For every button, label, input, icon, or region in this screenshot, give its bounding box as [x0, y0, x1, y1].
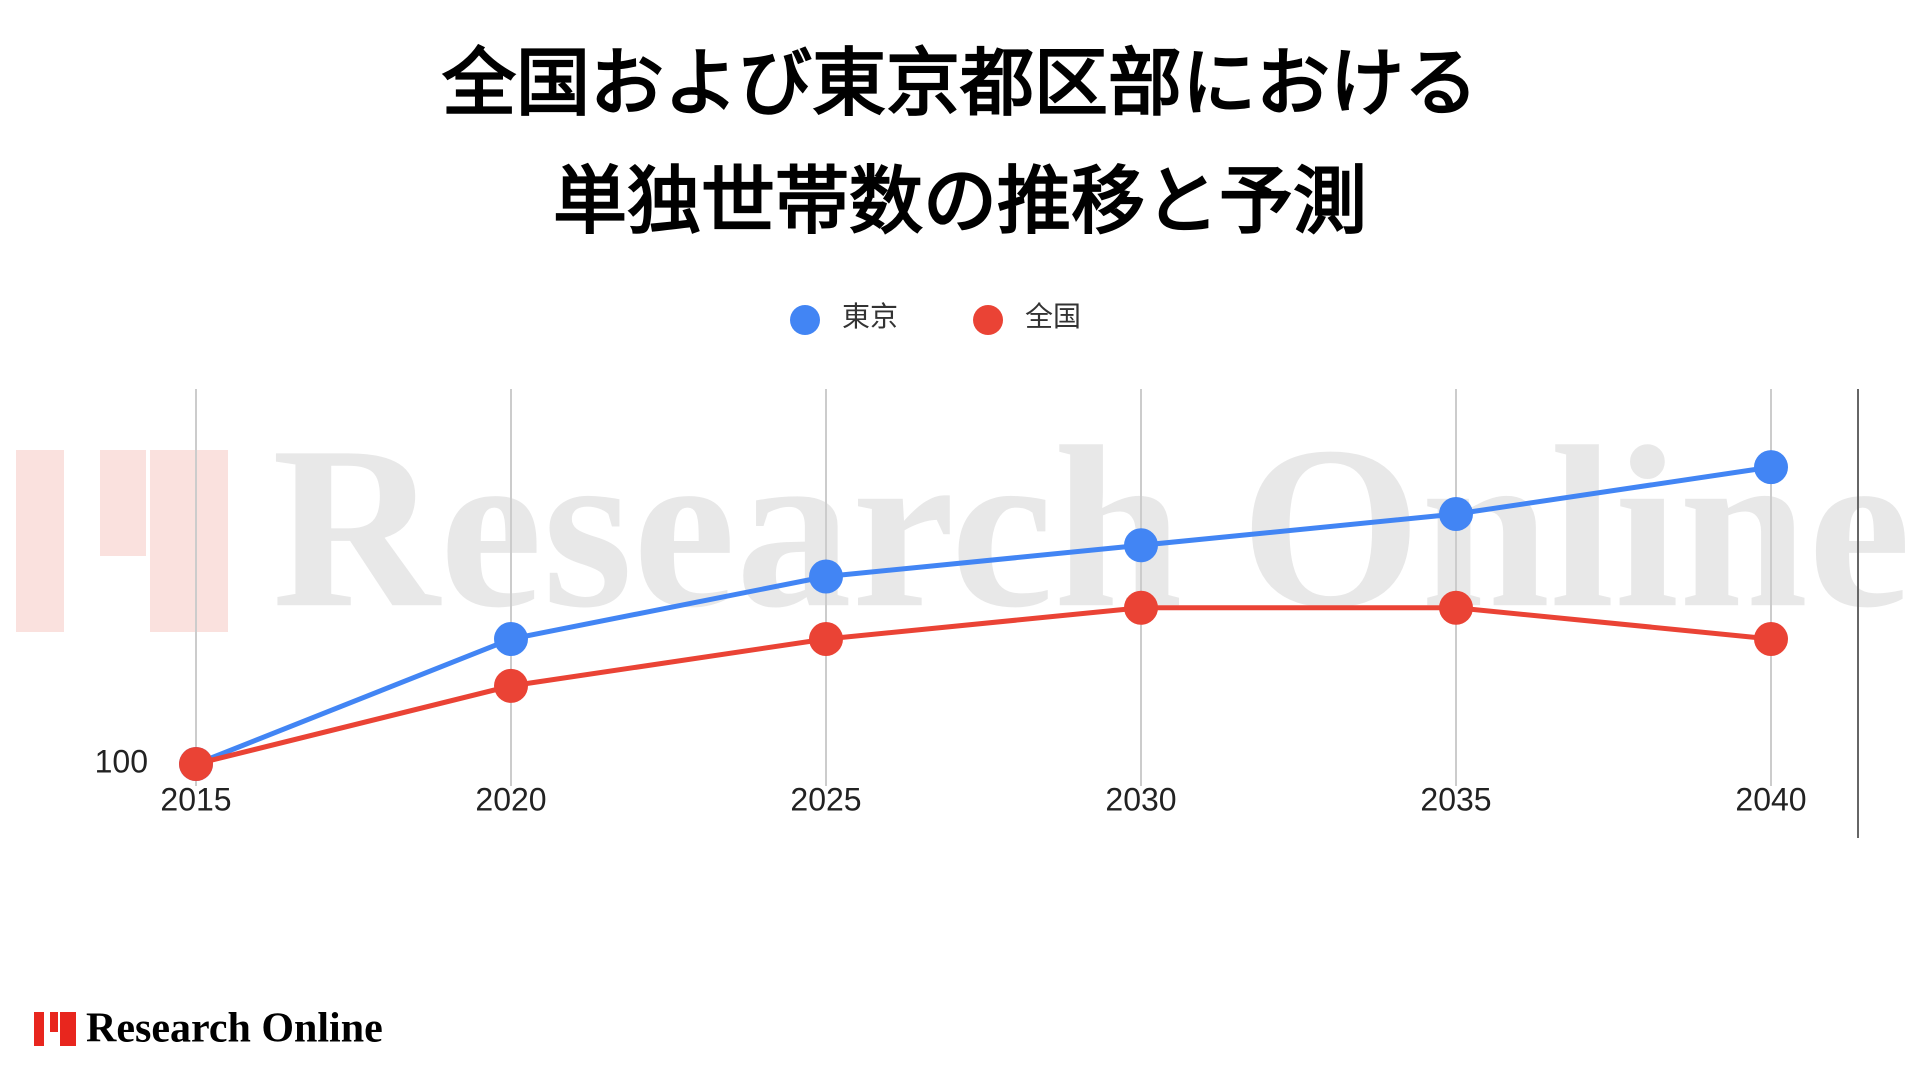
- logo: [34, 1012, 44, 1046]
- data-point: [494, 668, 528, 703]
- watermark: Research Online: [16, 399, 1911, 656]
- x-tick-label: 2040: [1735, 781, 1806, 817]
- watermark-logo: [100, 450, 146, 556]
- chart-title: 単独世帯数の推移と予測: [553, 159, 1367, 245]
- watermark-logo: [150, 450, 228, 632]
- legend-label: 全国: [1025, 300, 1081, 333]
- data-point: [494, 622, 528, 656]
- legend-marker: [790, 305, 820, 335]
- x-tick-label: 2025: [790, 781, 861, 817]
- legend-label: 東京: [842, 300, 898, 333]
- data-point: [809, 622, 843, 656]
- logo: [60, 1012, 76, 1046]
- watermark-text: Research Online: [272, 399, 1911, 656]
- footer-brand: Research Online: [86, 1006, 383, 1052]
- series-line: [195, 464, 1772, 767]
- data-point: [1124, 590, 1158, 625]
- logo: [50, 1012, 58, 1032]
- y-tick-label: 100: [95, 743, 148, 779]
- data-point: [1439, 497, 1473, 531]
- data-point: [1124, 528, 1158, 563]
- data-point: [809, 559, 843, 594]
- footer: Research Online: [34, 1006, 383, 1052]
- data-point: [179, 747, 213, 781]
- data-point: [1439, 590, 1473, 625]
- x-tick-label: 2015: [160, 781, 231, 817]
- x-tick-label: 2030: [1105, 781, 1176, 817]
- data-point: [1754, 622, 1788, 656]
- x-tick-label: 2035: [1420, 781, 1491, 817]
- data-point: [1754, 450, 1788, 485]
- chart-title: 全国および東京都区部における: [441, 41, 1478, 127]
- x-tick-label: 2020: [475, 781, 546, 817]
- watermark-logo: [16, 450, 64, 632]
- legend-marker: [973, 305, 1004, 335]
- series-line: [195, 605, 1772, 767]
